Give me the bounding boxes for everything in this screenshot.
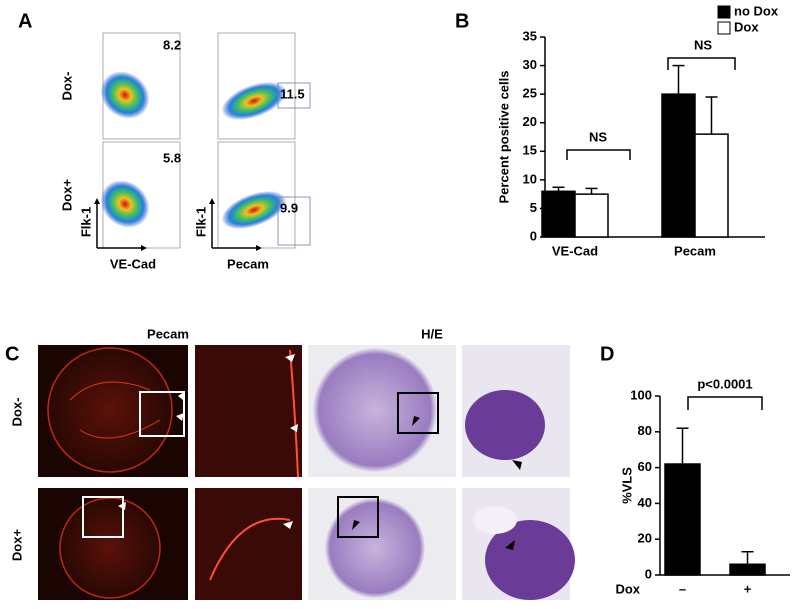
flow-density (100, 71, 150, 119)
bar (574, 193, 609, 238)
flow-gate (277, 82, 311, 109)
legend-label: Dox (734, 19, 759, 34)
bar (661, 93, 696, 238)
panel-label: B (455, 10, 469, 32)
annotation: NS (589, 129, 607, 144)
bar (694, 133, 729, 238)
y-axis-label: Percent positive cells (496, 71, 511, 204)
bar (729, 563, 766, 576)
row-label: Dox- (9, 398, 24, 427)
y-tick-label: 0 (645, 566, 652, 581)
row-label: Dox+ (9, 529, 24, 562)
x-label: Pecam (227, 256, 269, 271)
gate-value: 11.5 (280, 86, 305, 101)
x-tick-label: Pecam (674, 243, 716, 258)
legend-swatch (717, 5, 731, 19)
x-label: VE-Cad (110, 256, 156, 271)
flow-density (100, 180, 150, 228)
y-tick-label: 0 (530, 228, 537, 243)
y-tick-label: 35 (523, 28, 537, 43)
y-tick-label: 15 (523, 143, 537, 158)
x-tick-label: VE-Cad (552, 243, 598, 258)
x-tick-label: + (744, 581, 752, 596)
y-label: Flk-1 (78, 207, 93, 237)
row-label: Dox+ (59, 179, 74, 212)
y-tick-label: 10 (523, 171, 537, 186)
annotation: p<0.0001 (697, 376, 752, 391)
axis-arrow (96, 200, 145, 249)
histology-title: H/E (421, 326, 443, 341)
y-tick-label: 100 (630, 387, 652, 402)
arrow-head (94, 198, 147, 251)
x-tick-label: – (679, 581, 686, 596)
x-axis-label: Dox (615, 581, 640, 596)
gate-value: 8.2 (163, 37, 181, 52)
gate-value: 9.9 (280, 200, 298, 215)
flow-density (221, 190, 287, 230)
y-axis-label: %VLS (619, 467, 634, 504)
legend-label: no Dox (734, 3, 779, 18)
y-tick-label: 5 (530, 200, 537, 215)
y-tick-label: 60 (638, 459, 652, 474)
y-tick-label: 20 (638, 531, 652, 546)
annotation: NS (694, 37, 712, 52)
y-tick-label: 20 (523, 114, 537, 129)
flow-gate (277, 196, 311, 246)
y-tick-label: 40 (638, 495, 652, 510)
flow-density (221, 81, 287, 121)
gate-value: 5.8 (163, 150, 181, 165)
bracket (667, 57, 736, 70)
y-tick-label: 25 (523, 86, 537, 101)
histology-title: Pecam (147, 326, 189, 341)
y-tick-label: 30 (523, 57, 537, 72)
legend-swatch (717, 21, 731, 35)
bracket (566, 149, 631, 160)
axis-arrow (211, 200, 260, 249)
bracket (687, 396, 763, 410)
panel-label: D (600, 343, 614, 365)
panel-label: C (5, 343, 19, 365)
bar (541, 190, 576, 238)
y-tick-label: 80 (638, 423, 652, 438)
panel-label: A (18, 10, 32, 32)
row-label: Dox- (59, 72, 74, 101)
bar (664, 463, 701, 576)
arrow-head (209, 198, 262, 251)
histology-images (38, 345, 575, 600)
y-label: Flk-1 (193, 207, 208, 237)
